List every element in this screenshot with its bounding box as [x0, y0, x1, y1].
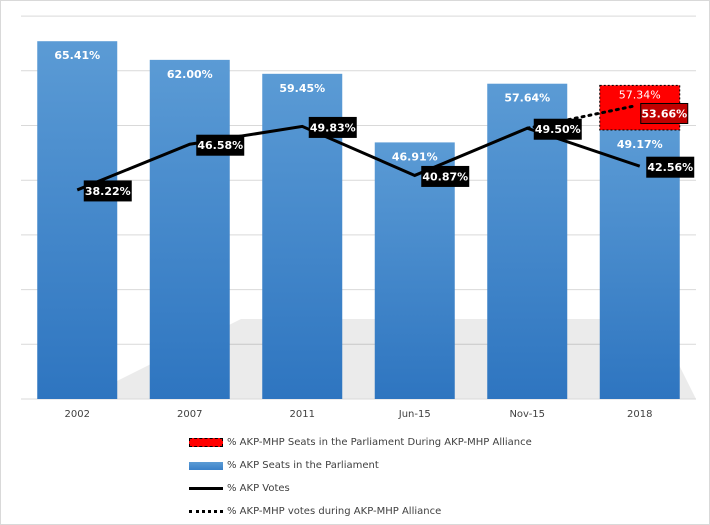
- legend-label: % AKP-MHP votes during AKP-MHP Alliance: [227, 506, 442, 517]
- data-label: 49.50%: [535, 123, 581, 136]
- x-tick-label: Nov-15: [509, 409, 545, 420]
- legend-item-akp-votes: % AKP Votes: [189, 477, 532, 500]
- legend-item-alliance-seats: % AKP-MHP Seats in the Parliament During…: [189, 431, 532, 454]
- data-label: 46.58%: [197, 139, 243, 152]
- bar-value-label: 65.41%: [54, 49, 100, 62]
- legend-item-akp-seats: % AKP Seats in the Parliament: [189, 454, 532, 477]
- legend-swatch-dotted: [189, 510, 223, 513]
- data-label-box: [196, 134, 245, 156]
- bar-value-label: 49.17%: [617, 138, 663, 151]
- x-tick-label: 2011: [290, 409, 315, 420]
- bar-akp-seats: [149, 59, 230, 400]
- data-label-box: [421, 165, 470, 187]
- data-label-box: [533, 118, 582, 140]
- legend-swatch-red: [189, 438, 223, 447]
- legend-label: % AKP-MHP Seats in the Parliament During…: [227, 437, 532, 448]
- chart-plot: 65.41% 2002 62.00% 2007 59.45% 2011 46.91% Jun-…: [21, 15, 696, 420]
- bar-value-label: 57.34%: [619, 88, 661, 101]
- bar-akp-seats: [37, 41, 118, 399]
- legend-swatch-blue: [189, 461, 223, 470]
- data-label-box: [83, 180, 132, 202]
- legend-label: % AKP Votes: [227, 483, 290, 494]
- data-label: 49.83%: [310, 121, 356, 134]
- x-tick-label: 2002: [65, 409, 90, 420]
- data-label: 53.66%: [641, 107, 687, 120]
- data-label-box: [640, 102, 689, 124]
- bar-value-label: 57.64%: [504, 92, 550, 105]
- line-alliance-votes: [525, 103, 639, 130]
- bar-value-label: 59.45%: [279, 82, 325, 95]
- data-label-box: [308, 116, 357, 138]
- legend-label: % AKP Seats in the Parliament: [227, 460, 379, 471]
- data-label: 42.56%: [647, 161, 693, 174]
- legend-swatch-line: [189, 487, 223, 490]
- legend: % AKP-MHP Seats in the Parliament During…: [189, 431, 532, 523]
- x-tick-label: Jun-15: [398, 409, 431, 420]
- data-label: 38.22%: [85, 185, 131, 198]
- bar-value-label: 62.00%: [167, 68, 213, 81]
- bar-value-label: 46.91%: [392, 150, 438, 163]
- legend-item-alliance-votes: % AKP-MHP votes during AKP-MHP Alliance: [189, 500, 532, 523]
- x-tick-label: 2018: [627, 409, 652, 420]
- data-label-box: [646, 156, 695, 178]
- x-tick-label: 2007: [177, 409, 202, 420]
- data-label: 40.87%: [422, 170, 468, 183]
